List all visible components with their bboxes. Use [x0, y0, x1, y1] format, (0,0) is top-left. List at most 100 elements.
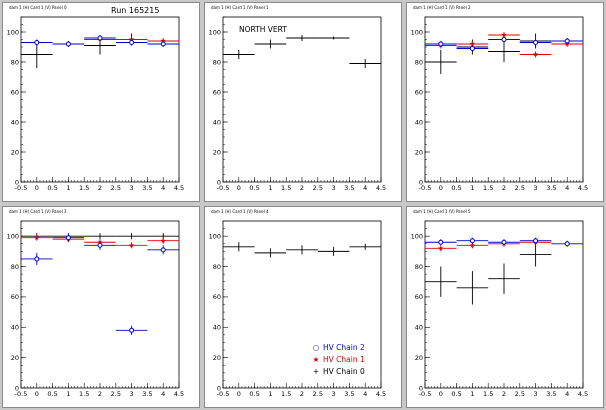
data-point-circle [97, 242, 103, 248]
data-point-star: ★ [469, 241, 475, 249]
x-tick-label: -0.5 [15, 390, 28, 398]
legend-label: HV Chain 1 [323, 354, 365, 364]
y-tick-label: 40 [213, 324, 221, 332]
x-tick-label: 4 [161, 184, 165, 192]
x-tick-label: 2 [300, 184, 304, 192]
x-tick-label: 0.5 [451, 184, 461, 192]
y-tick-label: 60 [415, 293, 423, 301]
x-tick-label: 4.5 [578, 390, 588, 398]
x-tick-label: -0.5 [217, 390, 230, 398]
x-tick-label: 3.5 [142, 184, 152, 192]
x-tick-label: 3 [534, 390, 538, 398]
legend-item-chain1: ★ HV Chain 1 [309, 353, 365, 365]
data-point-circle [501, 37, 507, 42]
y-tick-label: 40 [213, 118, 221, 126]
data-point-star: ★ [501, 31, 507, 39]
data-point-star: ★ [34, 234, 40, 242]
y-tick-label: 20 [213, 148, 221, 156]
x-tick-label: 4 [363, 390, 367, 398]
cross-marker-icon: + [312, 366, 320, 376]
x-tick-label: 2.5 [111, 390, 121, 398]
y-tick-label: 80 [415, 58, 423, 66]
y-tick-label: 80 [213, 263, 221, 271]
data-point-circle [129, 40, 135, 45]
y-tick-label: 60 [213, 88, 221, 96]
plot-area: -0.500.511.522.533.544.5020406080100★★★★… [7, 220, 184, 398]
y-tick-label: 20 [213, 354, 221, 362]
x-tick-label: 0 [237, 390, 241, 398]
x-tick-label: 2 [300, 390, 304, 398]
chart-panel-3: dam 1 (H) Card 1 (V) Panel 3 -0.5 0 0.5 1 1.… [2, 206, 200, 408]
x-tick-label: 1.5 [281, 390, 291, 398]
legend-item-chain0: + HV Chain 0 [309, 365, 365, 377]
x-tick-label: 0.5 [249, 390, 259, 398]
x-tick-label: 0 [35, 184, 39, 192]
y-tick-label: 100 [411, 232, 423, 240]
data-point-circle [564, 38, 570, 44]
y-tick-label: 40 [415, 118, 423, 126]
chart-panel-4: dam 1 (H) Card 1 (V) Panel 4 -0.5 0 0.5 1 1.… [204, 206, 402, 408]
x-tick-label: 1.5 [281, 184, 291, 192]
x-tick-label: 1.5 [483, 184, 493, 192]
x-tick-label: 3 [332, 184, 336, 192]
chart-panel-1: dam 1 (H) Card 1 (V) Panel 1 NORTH VERT … [204, 2, 402, 202]
legend-item-chain2: ○ HV Chain 2 [309, 341, 365, 353]
data-point-circle [65, 235, 71, 241]
x-tick-label: 3.5 [546, 390, 556, 398]
x-tick-label: 1 [470, 390, 474, 398]
x-tick-label: 3.5 [546, 184, 556, 192]
y-tick-label: 20 [11, 354, 19, 362]
y-tick-label: 80 [11, 58, 19, 66]
y-tick-label: 0 [217, 384, 221, 392]
x-tick-label: 0 [237, 184, 241, 192]
x-tick-label: 2 [502, 184, 506, 192]
x-tick-label: -0.5 [217, 184, 230, 192]
x-tick-label: -0.5 [15, 184, 28, 192]
y-tick-label: 100 [411, 28, 423, 36]
y-tick-label: 20 [415, 148, 423, 156]
legend-label: HV Chain 2 [323, 342, 365, 352]
data-point-circle [533, 40, 539, 45]
x-tick-label: 1 [66, 390, 70, 398]
panel-annotation: NORTH VERT [239, 25, 287, 34]
panel-title: dam 1 (H) Card 1 (V) Panel 2 [413, 5, 471, 10]
chart-panel-0: dam 1 (H) Card 1 (V) Panel 0 Run 165215 … [2, 2, 200, 202]
legend-label: HV Chain 0 [323, 366, 365, 376]
data-point-circle [501, 239, 507, 245]
x-tick-label: 4 [565, 390, 569, 398]
data-point-circle [438, 239, 444, 245]
y-tick-label: 100 [7, 232, 19, 240]
data-point-star: ★ [438, 245, 444, 253]
x-tick-label: 1 [268, 184, 272, 192]
y-tick-label: 60 [213, 293, 221, 301]
y-tick-label: 0 [217, 178, 221, 186]
x-tick-label: 2.5 [313, 390, 323, 398]
x-tick-label: 3 [130, 184, 134, 192]
x-tick-label: 4.5 [376, 184, 386, 192]
y-tick-label: 100 [7, 28, 19, 36]
x-tick-label: 3.5 [142, 390, 152, 398]
data-point-circle [129, 327, 135, 333]
panel-title: dam 1 (H) Card 1 (V) Panel 0 [9, 5, 67, 10]
x-tick-label: 0.5 [47, 184, 57, 192]
x-tick-label: 2.5 [515, 390, 525, 398]
y-tick-label: 40 [11, 118, 19, 126]
star-marker-icon: ★ [312, 354, 320, 364]
x-tick-label: 2.5 [111, 184, 121, 192]
y-tick-label: 80 [11, 263, 19, 271]
data-point-circle [469, 238, 475, 244]
x-tick-label: 2 [98, 184, 102, 192]
x-tick-label: 1 [268, 390, 272, 398]
x-tick-label: 3 [534, 184, 538, 192]
x-tick-label: 1 [470, 184, 474, 192]
plot-frame [222, 16, 382, 183]
x-tick-label: 2.5 [515, 184, 525, 192]
y-tick-label: 80 [415, 263, 423, 271]
y-tick-label: 0 [15, 384, 19, 392]
x-tick-label: 4 [363, 184, 367, 192]
run-label: Run 165215 [111, 6, 160, 15]
